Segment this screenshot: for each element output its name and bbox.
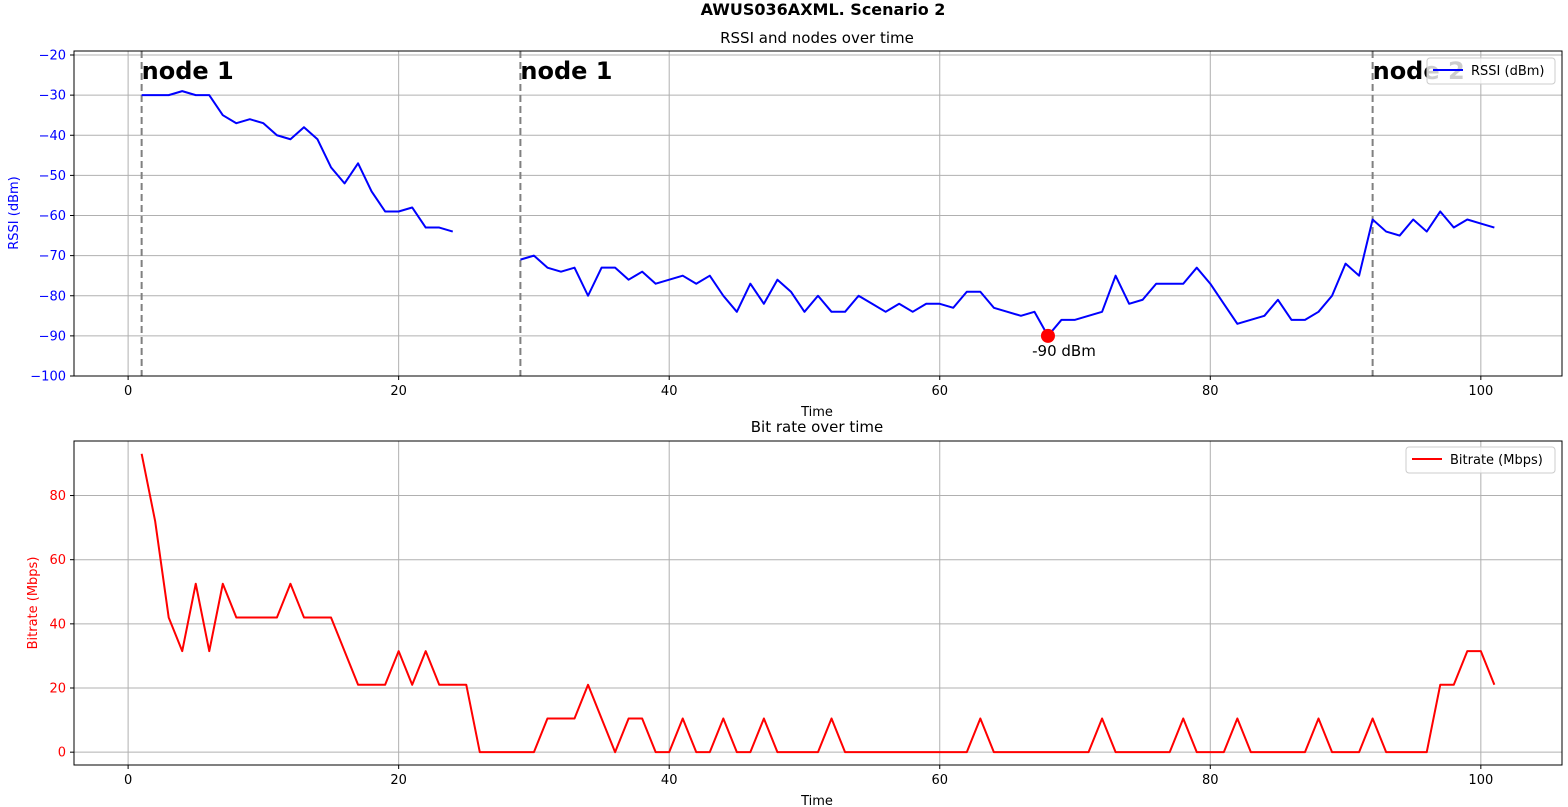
bitrate-chart: Bit rate over time 0 20 40 60 80 100 0 20 40 60 80… <box>26 418 1563 807</box>
bitrate-y-tick-label: 80 <box>49 489 66 504</box>
bitrate-y-tick-label: 60 <box>49 553 66 568</box>
bitrate-x-tick-label: 40 <box>661 773 678 788</box>
rssi-node-labels: node 1 node 1 node 2 <box>142 57 1465 85</box>
rssi-y-tick-label: −90 <box>39 329 66 344</box>
rssi-x-tick-label: 40 <box>661 384 678 399</box>
rssi-x-tick-label: 0 <box>124 384 132 399</box>
rssi-series-line <box>141 90 454 233</box>
rssi-chart: RSSI and nodes over time -90 dBm node 1 n… <box>7 29 1563 420</box>
rssi-marker-group: -90 dBm <box>1032 328 1096 360</box>
bitrate-chart-title: Bit rate over time <box>751 418 883 436</box>
rssi-legend-label: RSSI (dBm) <box>1471 64 1544 79</box>
bitrate-legend-label: Bitrate (Mbps) <box>1450 453 1543 468</box>
rssi-legend: RSSI (dBm) <box>1426 57 1556 85</box>
rssi-min-marker-label: -90 dBm <box>1032 342 1096 360</box>
rssi-node-label: node 1 <box>142 57 234 85</box>
rssi-y-tick-label: −60 <box>39 209 66 224</box>
rssi-y-tick-label: −30 <box>39 89 66 104</box>
rssi-y-tick-label: −80 <box>39 289 66 304</box>
bitrate-y-tick-label: 20 <box>49 682 66 697</box>
bitrate-x-tick-label: 0 <box>124 773 132 788</box>
rssi-y-tick-label: −20 <box>39 49 66 64</box>
rssi-y-axis-label: RSSI (dBm) <box>7 176 22 249</box>
rssi-y-tick-label: −40 <box>39 129 66 144</box>
rssi-x-tick-label: 20 <box>390 384 407 399</box>
rssi-x-tick-label: 80 <box>1202 384 1219 399</box>
bitrate-y-tick-label: 40 <box>49 617 66 632</box>
bitrate-x-axis-label: Time <box>800 794 833 807</box>
rssi-y-tick-label: −70 <box>39 249 66 264</box>
rssi-series-line <box>520 210 1495 337</box>
rssi-y-tick-label: −50 <box>39 169 66 184</box>
rssi-node-label: node 1 <box>520 57 612 85</box>
rssi-grid <box>74 51 1562 377</box>
rssi-legend-box <box>1426 57 1556 85</box>
bitrate-x-tick-label: 60 <box>931 773 948 788</box>
bitrate-series <box>140 453 1496 754</box>
rssi-x-axis-label: Time <box>800 405 833 420</box>
rssi-series <box>141 90 1495 337</box>
bitrate-y-axis-label: Bitrate (Mbps) <box>26 557 41 650</box>
rssi-chart-title: RSSI and nodes over time <box>720 29 914 47</box>
bitrate-ticks: 0 20 40 60 80 100 0 20 40 60 80 <box>49 489 1493 788</box>
bitrate-y-tick-label: 0 <box>58 746 66 761</box>
rssi-min-marker <box>1040 328 1055 343</box>
bitrate-x-tick-label: 100 <box>1468 773 1493 788</box>
rssi-y-tick-label: −100 <box>30 370 66 385</box>
bitrate-x-tick-label: 80 <box>1202 773 1219 788</box>
rssi-plot-frame <box>73 50 1563 377</box>
figure-suptitle: AWUS036AXML. Scenario 2 <box>701 0 946 19</box>
bitrate-grid <box>74 441 1562 765</box>
rssi-x-tick-label: 60 <box>931 384 948 399</box>
bitrate-plot-frame <box>73 440 1563 766</box>
rssi-ticks: 0 20 40 60 80 100 −100 −90 −80 −70 −60 −50 −40 −30 −20 <box>30 49 1493 399</box>
rssi-x-tick-label: 100 <box>1468 384 1493 399</box>
bitrate-legend-box <box>1405 446 1556 474</box>
bitrate-series-line <box>140 453 1496 754</box>
rssi-vlines <box>140 51 1374 376</box>
bitrate-x-tick-label: 20 <box>390 773 407 788</box>
bitrate-legend: Bitrate (Mbps) <box>1405 446 1556 474</box>
